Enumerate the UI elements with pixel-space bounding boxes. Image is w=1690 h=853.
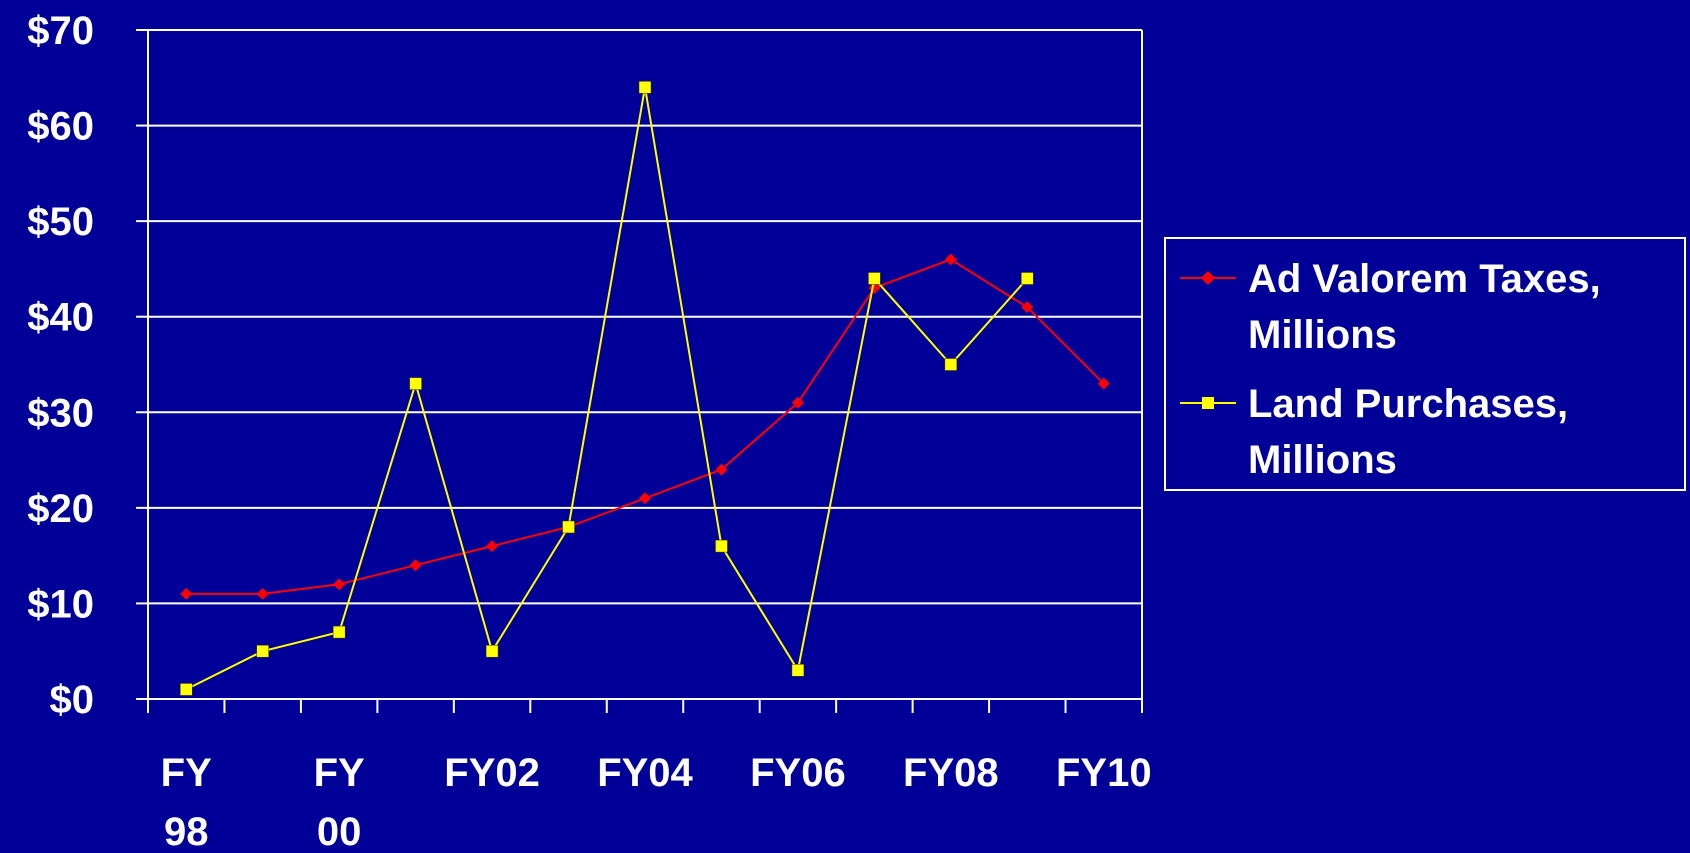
data-point-ad-valorem xyxy=(486,540,499,553)
x-tick-label: FY08 xyxy=(903,751,999,795)
data-point-land-purchases xyxy=(562,520,575,534)
data-point-ad-valorem xyxy=(715,463,728,476)
y-tick-label: $10 xyxy=(27,582,94,626)
legend-item-land-purchases: Land Purchases, Millions xyxy=(1180,382,1568,482)
data-point-ad-valorem xyxy=(333,578,346,591)
x-tick-label: FY10 xyxy=(1056,751,1152,795)
data-point-ad-valorem xyxy=(180,587,193,600)
x-axis-tick-labels: FY 98 FY 00 FY02 FY04 FY06 FY08 FY10 xyxy=(161,751,1152,853)
data-point-ad-valorem xyxy=(1021,301,1034,314)
data-point-land-purchases xyxy=(944,358,958,371)
series-land-purchases xyxy=(179,81,1034,696)
series xyxy=(179,81,1110,696)
data-point-land-purchases xyxy=(868,272,881,285)
legend-label-ad-valorem-line-2: Millions xyxy=(1248,313,1397,357)
data-point-land-purchases xyxy=(179,683,193,696)
data-point-land-purchases xyxy=(1021,272,1034,285)
legend-box xyxy=(1164,237,1686,491)
y-tick-label: $0 xyxy=(50,678,95,722)
legend-label-ad-valorem-line-1: Ad Valorem Taxes, xyxy=(1248,257,1601,301)
data-point-ad-valorem xyxy=(1097,377,1110,390)
legend-label-land-purchases-line-1: Land Purchases, xyxy=(1248,382,1568,426)
data-point-land-purchases xyxy=(256,644,269,658)
grid-lines xyxy=(148,29,1142,605)
series-line-ad-valorem xyxy=(186,258,1105,595)
x-tick-label: 98 xyxy=(164,810,209,853)
legend-item-ad-valorem: Ad Valorem Taxes, Millions xyxy=(1180,257,1601,357)
y-tick-label: $70 xyxy=(27,9,94,53)
x-tick-label: FY04 xyxy=(597,751,693,795)
x-tick-label: FY xyxy=(314,751,365,795)
data-point-land-purchases xyxy=(638,81,652,94)
data-point-ad-valorem xyxy=(944,253,957,266)
series-line-land-purchases xyxy=(185,87,1029,691)
data-point-land-purchases xyxy=(791,664,805,677)
series-ad-valorem xyxy=(180,253,1110,600)
x-tick-label: 00 xyxy=(317,810,362,853)
y-tick-label: $20 xyxy=(27,487,94,531)
legend: Ad Valorem Taxes, Millions Land Purchase… xyxy=(1164,237,1686,491)
x-tick-label: FY02 xyxy=(444,751,540,795)
y-axis-tick-labels: $0 $10 $20 $30 $40 $50 $60 $70 xyxy=(27,9,94,722)
legend-label-land-purchases-line-2: Millions xyxy=(1248,438,1397,482)
legend-marker-land-purchases xyxy=(1202,397,1214,409)
data-point-land-purchases xyxy=(485,644,499,658)
x-tick-label: FY06 xyxy=(750,751,846,795)
x-tick-label: FY xyxy=(161,751,212,795)
data-point-land-purchases xyxy=(409,377,422,390)
y-tick-label: $60 xyxy=(27,105,94,149)
legend-marker-ad-valorem xyxy=(1201,271,1215,285)
data-point-land-purchases xyxy=(715,539,728,553)
y-tick-label: $30 xyxy=(27,391,94,435)
data-point-ad-valorem xyxy=(791,396,804,409)
data-point-ad-valorem xyxy=(639,492,651,505)
data-point-land-purchases xyxy=(332,625,346,639)
data-point-ad-valorem xyxy=(409,559,422,572)
y-tick-label: $40 xyxy=(27,296,94,340)
y-tick-label: $50 xyxy=(27,200,94,244)
axes xyxy=(136,29,1143,713)
data-point-ad-valorem xyxy=(256,587,269,600)
